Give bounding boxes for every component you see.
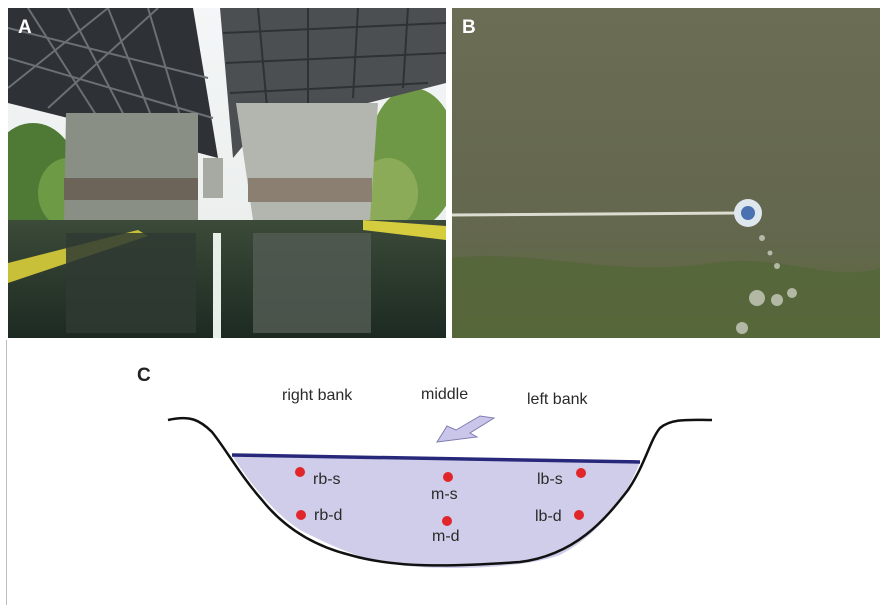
point-rb-s bbox=[295, 467, 305, 477]
header-middle: middle bbox=[421, 386, 469, 403]
label-rb-s: rb-s bbox=[313, 471, 341, 488]
label-lb-d: lb-d bbox=[535, 508, 562, 525]
label-lb-s: lb-s bbox=[537, 471, 563, 488]
water-surface bbox=[231, 453, 641, 464]
float-photo bbox=[452, 8, 880, 338]
point-lb-d bbox=[574, 510, 584, 520]
photo-panel-a: A bbox=[8, 8, 446, 338]
header-right-bank: right bank bbox=[282, 387, 353, 404]
label-m-s: m-s bbox=[431, 486, 458, 503]
label-m-d: m-d bbox=[432, 528, 460, 545]
flow-arrow-icon bbox=[436, 415, 496, 443]
point-m-d bbox=[442, 516, 452, 526]
frame-divider bbox=[6, 340, 7, 605]
header-left-bank: left bank bbox=[527, 391, 588, 408]
panel-label-a: A bbox=[18, 17, 32, 38]
label-rb-d: rb-d bbox=[314, 507, 343, 524]
photo-panel-b: B bbox=[452, 8, 880, 338]
panel-label-c: C bbox=[137, 365, 151, 386]
water-body bbox=[232, 455, 640, 568]
point-m-s bbox=[443, 472, 453, 482]
panel-label-b: B bbox=[462, 17, 476, 38]
point-lb-s bbox=[576, 468, 586, 478]
point-rb-d bbox=[296, 510, 306, 520]
bridge-photo bbox=[8, 8, 446, 338]
riverbed-outline bbox=[167, 416, 713, 567]
